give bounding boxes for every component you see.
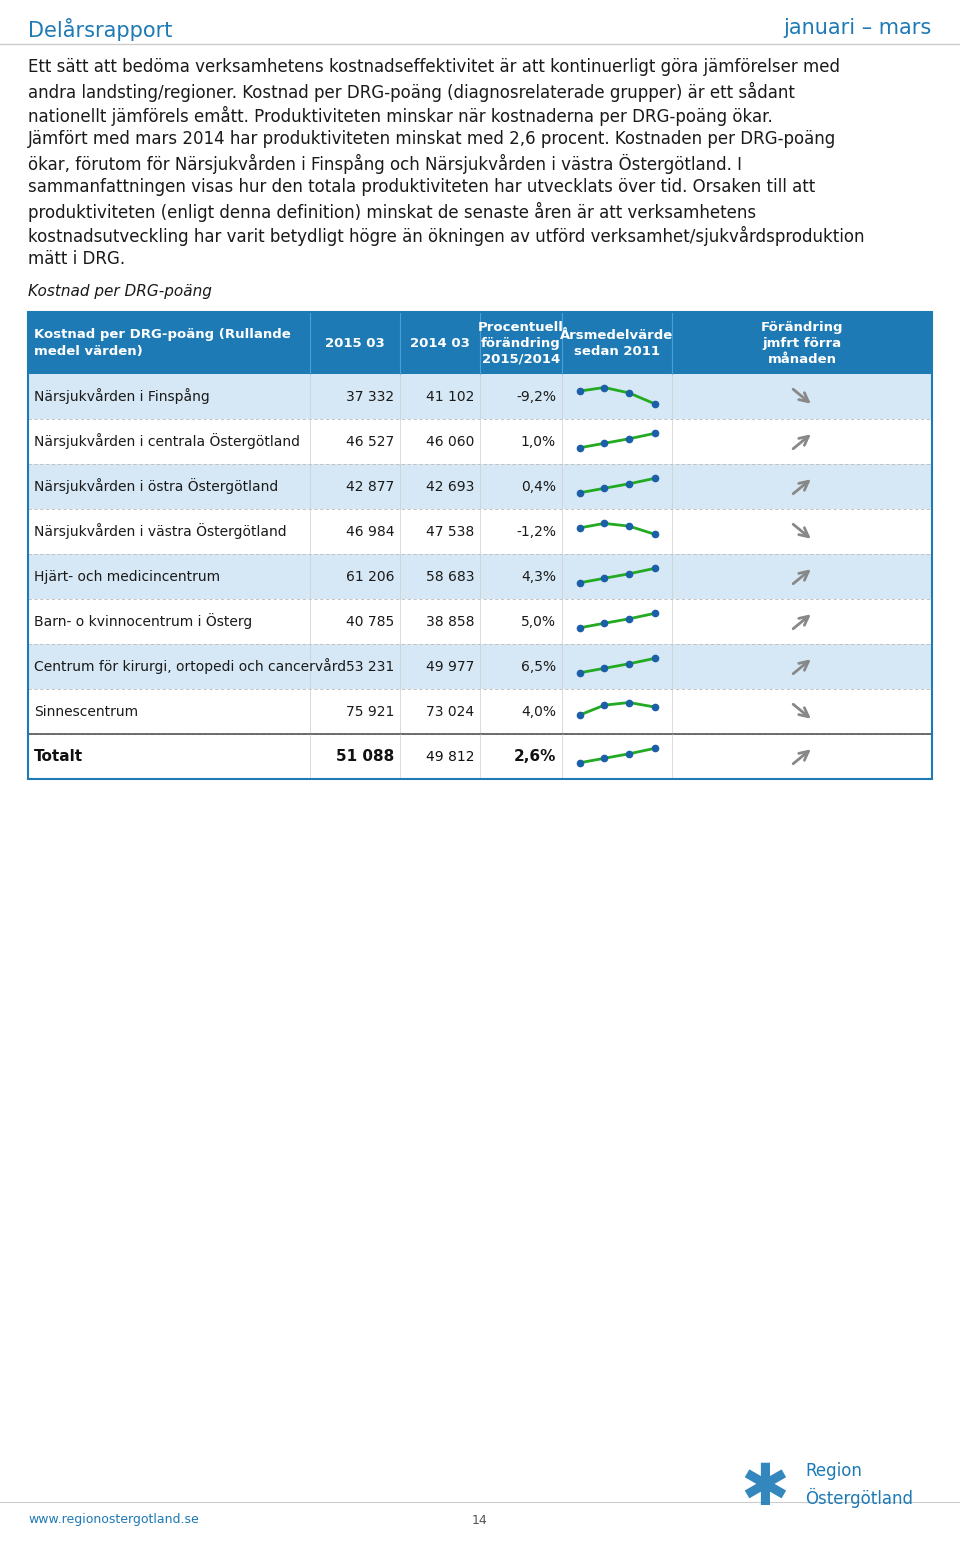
Bar	[28, 311, 932, 780]
Text: 2015 03: 2015 03	[325, 336, 385, 350]
Text: 75 921: 75 921	[346, 704, 394, 718]
Text: Barn- o kvinnocentrum i Österg: Barn- o kvinnocentrum i Österg	[34, 613, 252, 629]
Bar	[28, 509, 932, 555]
Text: Procentuell
förändring
2015/2014: Procentuell förändring 2015/2014	[478, 321, 564, 365]
Text: kostnadsutveckling har varit betydligt högre än ökningen av utförd verksamhet/sj: kostnadsutveckling har varit betydligt h…	[28, 227, 865, 247]
Text: 0,4%: 0,4%	[521, 479, 556, 493]
Text: Kostnad per DRG-poäng (Rullande
medel värden): Kostnad per DRG-poäng (Rullande medel vä…	[34, 328, 291, 358]
Text: sammanfattningen visas hur den totala produktiviteten har utvecklats över tid. O: sammanfattningen visas hur den totala pr…	[28, 179, 815, 196]
Text: Kostnad per DRG-poäng: Kostnad per DRG-poäng	[28, 284, 212, 299]
Bar	[28, 599, 932, 644]
Text: 14: 14	[472, 1513, 488, 1527]
Text: 1,0%: 1,0%	[521, 435, 556, 448]
Text: 5,0%: 5,0%	[521, 615, 556, 629]
Text: 49 977: 49 977	[425, 660, 474, 673]
Bar	[28, 464, 932, 509]
Text: 37 332: 37 332	[346, 390, 394, 404]
Text: 38 858: 38 858	[425, 615, 474, 629]
Text: Centrum för kirurgi, ortopedi och cancervård: Centrum för kirurgi, ortopedi och cancer…	[34, 658, 347, 675]
Text: 41 102: 41 102	[425, 390, 474, 404]
Text: 42 693: 42 693	[425, 479, 474, 493]
Text: Delårsrapport: Delårsrapport	[28, 18, 173, 42]
Text: -1,2%: -1,2%	[516, 524, 556, 538]
Text: 58 683: 58 683	[425, 570, 474, 584]
Text: Närsjukvården i Finspång: Närsjukvården i Finspång	[34, 388, 209, 404]
Text: 51 088: 51 088	[336, 749, 394, 764]
Text: Hjärt- och medicincentrum: Hjärt- och medicincentrum	[34, 570, 220, 584]
Bar	[28, 734, 932, 780]
Text: Ett sätt att bedöma verksamhetens kostnadseffektivitet är att kontinuerligt göra: Ett sätt att bedöma verksamhetens kostna…	[28, 59, 840, 76]
Text: 46 060: 46 060	[425, 435, 474, 448]
Text: 40 785: 40 785	[346, 615, 394, 629]
Text: Förändring
jmfrt förra
månaden: Förändring jmfrt förra månaden	[760, 321, 843, 365]
Text: ✱: ✱	[740, 1459, 789, 1516]
Bar	[28, 555, 932, 599]
Text: Region
Östergötland: Region Östergötland	[805, 1462, 913, 1509]
Text: andra landsting/regioner. Kostnad per DRG-poäng (diagnosrelaterade grupper) är e: andra landsting/regioner. Kostnad per DR…	[28, 82, 795, 102]
Text: Närsjukvården i östra Östergötland: Närsjukvården i östra Östergötland	[34, 479, 278, 495]
Bar	[28, 419, 932, 464]
Text: ökar, förutom för Närsjukvården i Finspång och Närsjukvården i västra Östergötla: ökar, förutom för Närsjukvården i Finspå…	[28, 154, 742, 174]
Text: 4,0%: 4,0%	[521, 704, 556, 718]
Text: 49 812: 49 812	[425, 749, 474, 763]
Text: 46 527: 46 527	[346, 435, 394, 448]
Text: 73 024: 73 024	[426, 704, 474, 718]
Text: 6,5%: 6,5%	[521, 660, 556, 673]
Bar	[28, 311, 932, 374]
Text: -9,2%: -9,2%	[516, 390, 556, 404]
Text: Sinnescentrum: Sinnescentrum	[34, 704, 138, 718]
Text: 2,6%: 2,6%	[514, 749, 556, 764]
Text: januari – mars: januari – mars	[783, 18, 932, 39]
Text: mätt i DRG.: mätt i DRG.	[28, 250, 125, 268]
Text: produktiviteten (enligt denna definition) minskat de senaste åren är att verksam: produktiviteten (enligt denna definition…	[28, 202, 756, 222]
Bar	[28, 374, 932, 419]
Bar	[28, 689, 932, 734]
Text: 53 231: 53 231	[346, 660, 394, 673]
Text: nationellt jämförels emått. Produktiviteten minskar när kostnaderna per DRG-poän: nationellt jämförels emått. Produktivite…	[28, 106, 773, 126]
Text: 47 538: 47 538	[425, 524, 474, 538]
Text: 4,3%: 4,3%	[521, 570, 556, 584]
Text: Årsmedelvärde
sedan 2011: Årsmedelvärde sedan 2011	[561, 328, 674, 358]
Text: Totalt: Totalt	[34, 749, 84, 764]
Text: www.regionostergotland.se: www.regionostergotland.se	[28, 1513, 199, 1527]
Text: Jämfört med mars 2014 har produktiviteten minskat med 2,6 procent. Kostnaden per: Jämfört med mars 2014 har produktivitete…	[28, 129, 836, 148]
Bar	[28, 644, 932, 689]
Text: Närsjukvården i västra Östergötland: Närsjukvården i västra Östergötland	[34, 524, 287, 539]
Text: 42 877: 42 877	[346, 479, 394, 493]
Text: Närsjukvården i centrala Östergötland: Närsjukvården i centrala Östergötland	[34, 433, 300, 450]
Text: 46 984: 46 984	[346, 524, 394, 538]
Text: 61 206: 61 206	[346, 570, 394, 584]
Text: 2014 03: 2014 03	[410, 336, 470, 350]
